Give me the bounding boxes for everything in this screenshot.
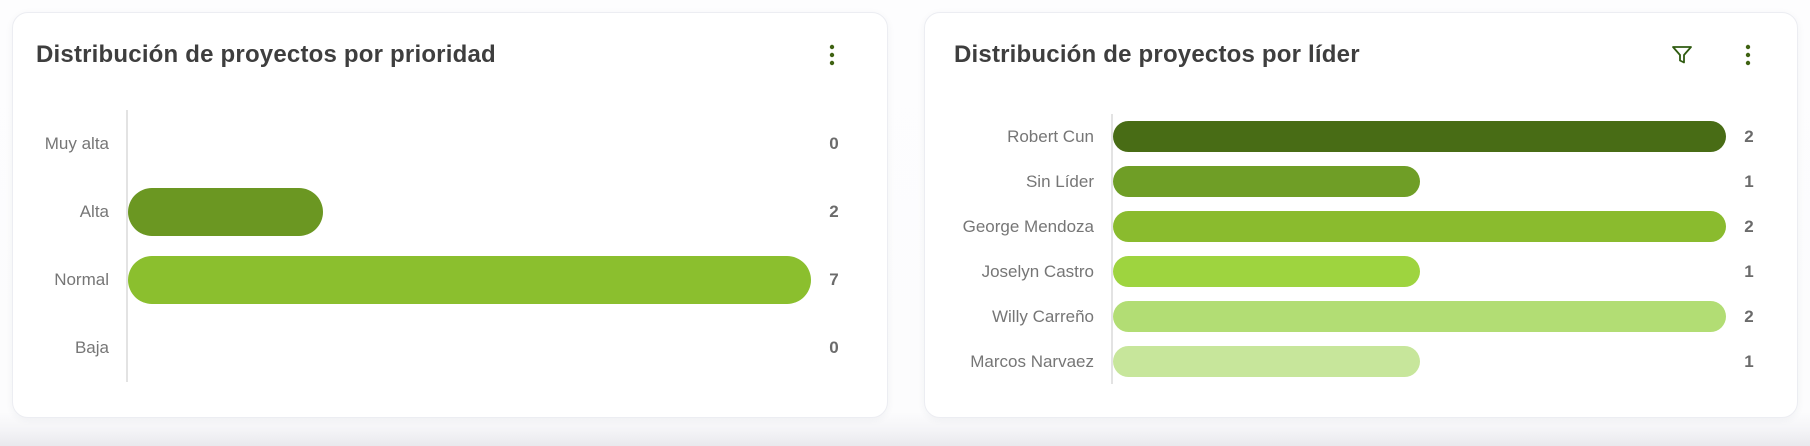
bar-track <box>126 314 811 382</box>
category-label: Sin Líder <box>1025 171 1094 191</box>
category-label: Joselyn Castro <box>981 261 1094 281</box>
filter-icon[interactable] <box>1669 42 1695 68</box>
value-label: 0 <box>829 338 839 357</box>
bar[interactable] <box>128 256 811 304</box>
bar[interactable] <box>1113 121 1726 152</box>
value-label: 2 <box>1744 216 1754 236</box>
bar-track <box>126 246 811 314</box>
value-label: 0 <box>829 134 839 153</box>
value-label: 2 <box>1744 126 1754 146</box>
bar[interactable] <box>1113 301 1726 332</box>
bar[interactable] <box>128 188 324 236</box>
chart-row: Normal 7 <box>13 246 887 314</box>
card-actions <box>819 42 845 68</box>
bar-track <box>1111 339 1726 384</box>
bar[interactable] <box>1113 346 1420 377</box>
category-label: Robert Cun <box>1007 126 1094 146</box>
bar-track <box>1111 204 1726 249</box>
chart-title: Distribución de proyectos por prioridad <box>36 41 496 68</box>
chart-title: Distribución de proyectos por líder <box>954 41 1360 68</box>
value-label: 7 <box>829 270 839 289</box>
value-label: 1 <box>1744 171 1754 191</box>
chart-rows: Muy alta 0 Alta 2 Normal 7 Baja 0 <box>13 110 887 382</box>
bar-track <box>1111 294 1726 339</box>
chart-row: Muy alta 0 <box>13 110 887 178</box>
chart-row: Robert Cun 2 <box>925 114 1797 159</box>
category-label: George Mendoza <box>962 216 1094 236</box>
category-label: Marcos Narvaez <box>970 351 1094 371</box>
card-actions <box>1669 42 1761 68</box>
value-label: 2 <box>829 202 839 221</box>
value-label: 1 <box>1744 351 1754 371</box>
priority-distribution-card: Distribución de proyectos por prioridad … <box>12 12 888 418</box>
bar-track <box>126 110 811 178</box>
value-label: 2 <box>1744 306 1754 326</box>
chart-row: Baja 0 <box>13 314 887 382</box>
chart-row: Marcos Narvaez 1 <box>925 339 1797 384</box>
bar[interactable] <box>1113 211 1726 242</box>
chart-row: Willy Carreño 2 <box>925 294 1797 339</box>
card-header: Distribución de proyectos por prioridad <box>13 13 887 69</box>
value-label: 1 <box>1744 261 1754 281</box>
category-label: Baja <box>74 338 109 357</box>
bar-track <box>1111 249 1726 294</box>
chart-row: Alta 2 <box>13 178 887 246</box>
category-label: Alta <box>79 202 109 221</box>
category-label: Willy Carreño <box>991 306 1094 326</box>
bar-track <box>1111 114 1726 159</box>
bar-track <box>126 178 811 246</box>
kebab-menu-icon[interactable] <box>819 42 845 68</box>
chart-row: George Mendoza 2 <box>925 204 1797 249</box>
category-label: Normal <box>54 270 109 289</box>
category-label: Muy alta <box>44 134 109 153</box>
bar[interactable] <box>1113 256 1420 287</box>
bar-track <box>1111 159 1726 204</box>
chart-row: Sin Líder 1 <box>925 159 1797 204</box>
card-header: Distribución de proyectos por líder <box>925 13 1797 69</box>
kebab-menu-icon[interactable] <box>1735 42 1761 68</box>
chart-rows: Robert Cun 2 Sin Líder 1 George Mendoza 2 Jose… <box>925 114 1797 384</box>
chart-row: Joselyn Castro 1 <box>925 249 1797 294</box>
leader-distribution-card: Distribución de proyectos por líder Robe… <box>924 12 1798 418</box>
bar[interactable] <box>1113 166 1420 197</box>
